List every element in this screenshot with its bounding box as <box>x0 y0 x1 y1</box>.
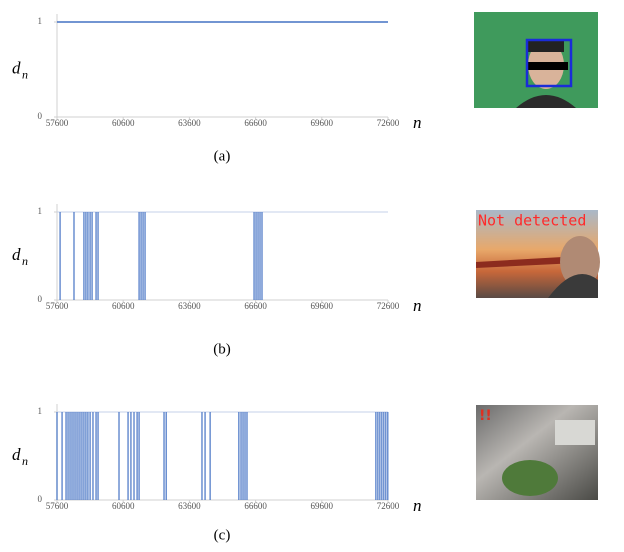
x-tick-label: 66600 <box>244 501 267 511</box>
caption: (c) <box>214 527 231 543</box>
x-tick-label: 57600 <box>46 118 69 128</box>
photo-b: Not detected <box>476 210 600 298</box>
photo-c: !! <box>476 405 598 500</box>
x-tick-label: 57600 <box>46 301 69 311</box>
x-axis-label: n <box>413 296 422 315</box>
x-axis-label: n <box>413 113 422 132</box>
caption: (a) <box>214 148 231 164</box>
photo-overlay: Not detected <box>478 212 586 230</box>
photo-a <box>474 12 598 108</box>
x-tick-label: 60600 <box>112 301 135 311</box>
photo-overlay: !! <box>479 408 492 424</box>
x-tick-label: 63600 <box>178 501 201 511</box>
y-tick-label: 1 <box>38 206 43 216</box>
caption: (b) <box>213 341 231 357</box>
y-tick-label: 1 <box>38 16 43 26</box>
y-tick-label: 0 <box>38 494 43 504</box>
x-tick-label: 66600 <box>244 301 267 311</box>
x-tick-label: 72600 <box>377 118 400 128</box>
x-tick-label: 63600 <box>178 301 201 311</box>
x-tick-label: 69600 <box>311 118 334 128</box>
y-tick-label: 1 <box>38 406 43 416</box>
y-axis-label-sub: n <box>22 454 28 468</box>
y-tick-label: 0 <box>38 294 43 304</box>
y-axis-label-sub: n <box>22 67 28 81</box>
x-tick-label: 57600 <box>46 501 69 511</box>
y-axis-label: d <box>12 58 21 77</box>
figure: Not detected !! 0 1 57600 60600 63600 66600 69… <box>0 0 624 552</box>
x-tick-label: 63600 <box>178 118 201 128</box>
x-tick-label: 72600 <box>377 301 400 311</box>
y-axis-label: d <box>12 445 21 464</box>
x-axis-label: n <box>413 496 422 515</box>
x-tick-label: 72600 <box>377 501 400 511</box>
x-tick-label: 60600 <box>112 501 135 511</box>
x-tick-label: 60600 <box>112 118 135 128</box>
y-axis-label-sub: n <box>22 254 28 268</box>
x-tick-label: 69600 <box>311 301 334 311</box>
x-tick-label: 66600 <box>244 118 267 128</box>
y-axis-label: d <box>12 245 21 264</box>
y-tick-label: 0 <box>38 111 43 121</box>
x-tick-label: 69600 <box>311 501 334 511</box>
